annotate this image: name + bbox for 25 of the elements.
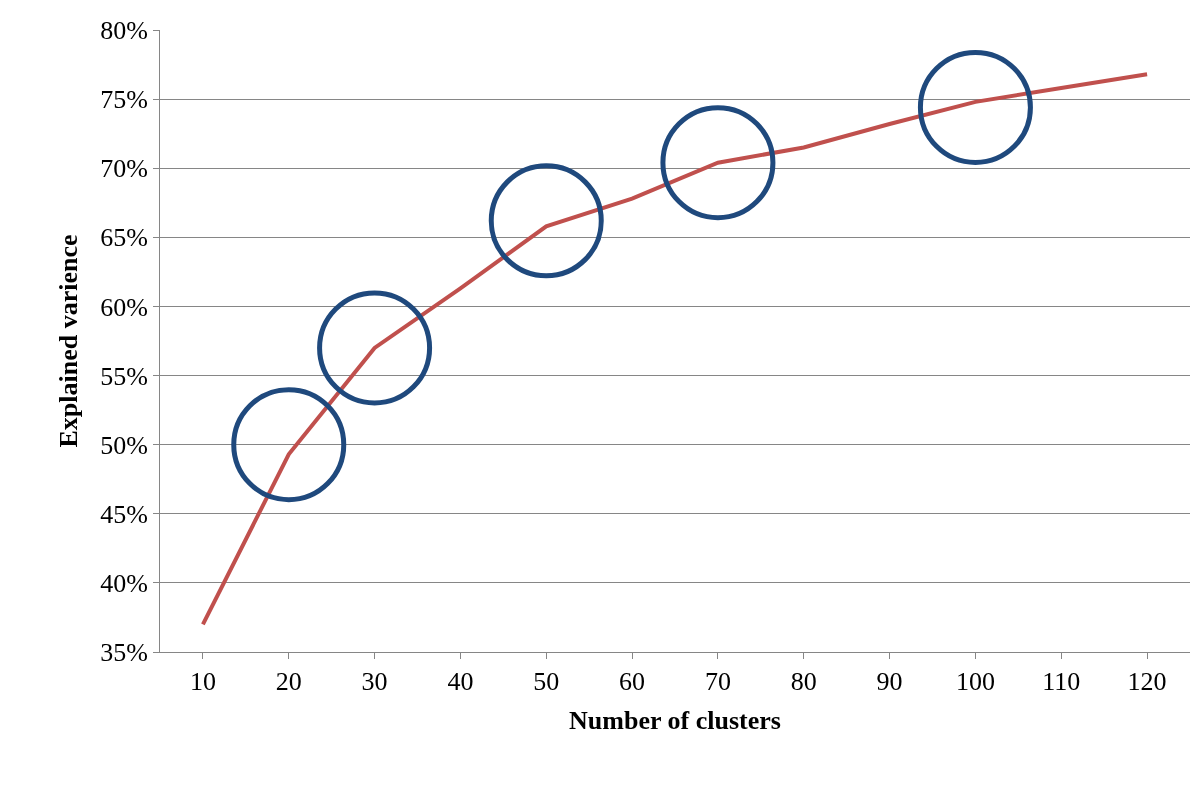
x-tick-label: 80	[790, 667, 817, 697]
y-tick-label: 60%	[100, 292, 148, 322]
x-tick-label: 120	[1127, 667, 1167, 697]
y-tick-label: 35%	[100, 638, 148, 668]
y-tick-label: 40%	[100, 568, 148, 598]
y-tick-label: 65%	[100, 223, 148, 253]
x-tick-label: 10	[189, 667, 216, 697]
y-tick-label: 75%	[100, 85, 148, 115]
y-axis-title: Explained varience	[53, 234, 83, 448]
x-tick-label: 100	[955, 667, 995, 697]
y-tick-label: 50%	[100, 430, 148, 460]
y-tick-label: 55%	[100, 361, 148, 391]
x-tick-label: 20	[275, 667, 302, 697]
x-tick-label: 40	[447, 667, 474, 697]
y-tick-label: 70%	[100, 154, 148, 184]
x-tick-label: 50	[533, 667, 560, 697]
x-tick-label: 110	[1042, 667, 1081, 697]
y-tick-label: 80%	[100, 16, 148, 46]
x-axis-title: Number of clusters	[569, 705, 781, 735]
x-tick-label: 90	[876, 667, 903, 697]
x-tick-label: 60	[619, 667, 646, 697]
x-tick-label: 70	[704, 667, 731, 697]
x-tick-label: 30	[361, 667, 388, 697]
line-series	[200, 72, 1150, 627]
y-tick-label: 45%	[100, 499, 148, 529]
